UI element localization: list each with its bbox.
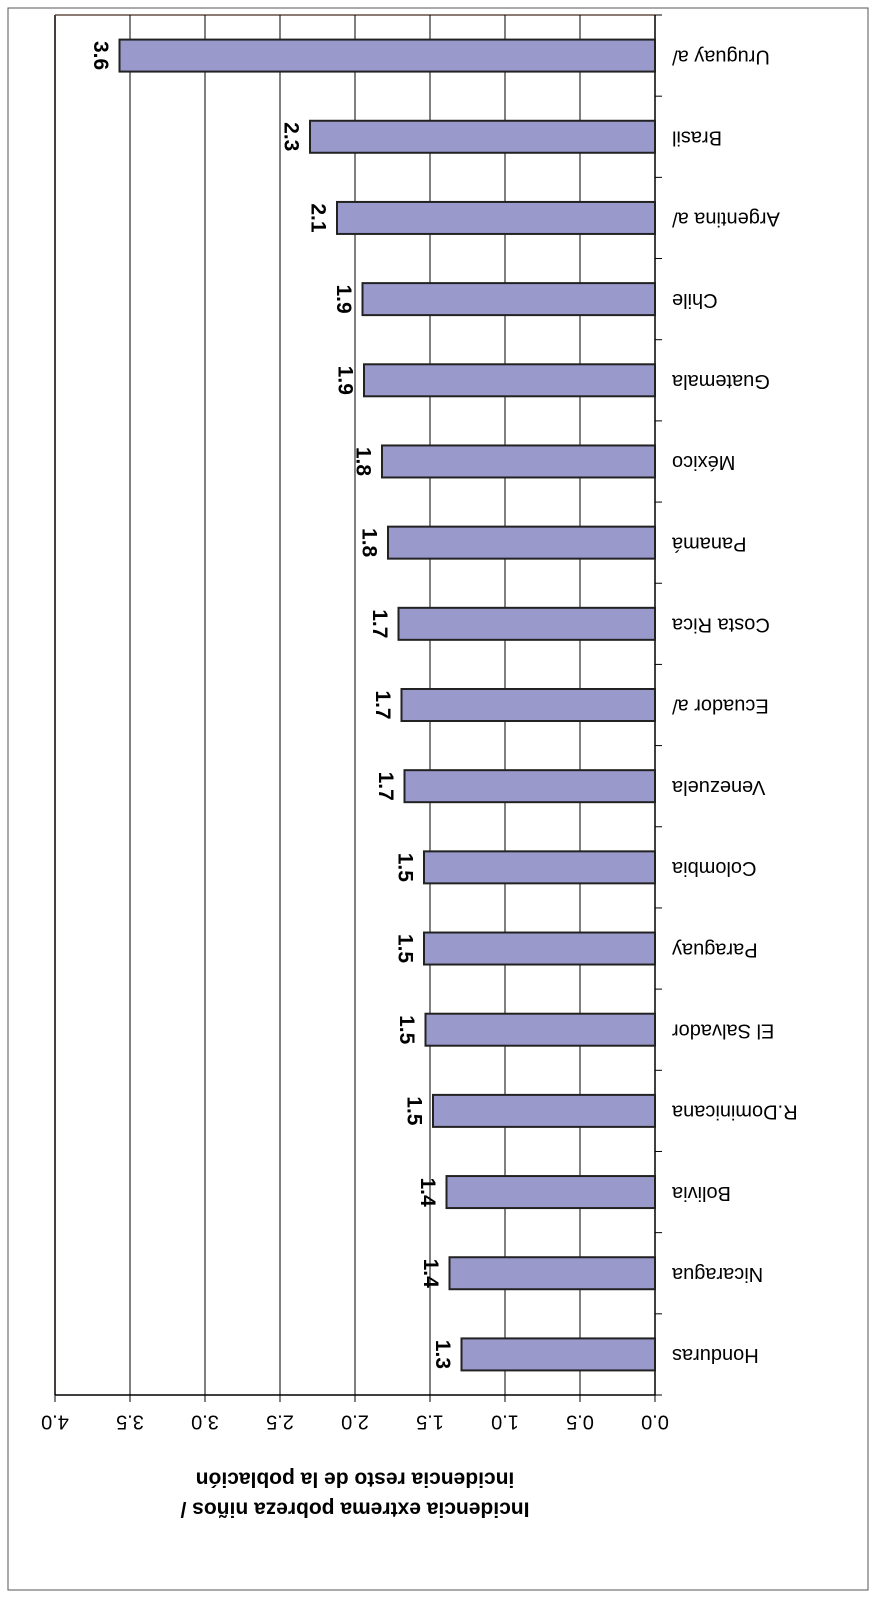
bar bbox=[460, 1337, 656, 1372]
y-tick-label: 4.0 bbox=[41, 1411, 69, 1433]
axis-title: incidencia resto de la población bbox=[196, 1467, 515, 1490]
bar bbox=[336, 200, 656, 235]
y-tick-label: 3.5 bbox=[116, 1411, 144, 1433]
x-tick-label: El Salvador bbox=[672, 1019, 775, 1041]
bar bbox=[400, 688, 656, 722]
x-tick-label: Uruguay a/ bbox=[672, 45, 770, 67]
x-tick-label: R.Dominicana bbox=[671, 1101, 797, 1123]
axis-title: Incidencia extrema pobreza niños / bbox=[180, 1497, 529, 1520]
data-label: 1.5 bbox=[393, 853, 416, 883]
data-label: 1.3 bbox=[431, 1340, 454, 1369]
bar bbox=[363, 363, 656, 398]
x-tick-label: Ecuador a/ bbox=[672, 695, 769, 717]
y-tick-label: 1.0 bbox=[491, 1411, 519, 1433]
bar bbox=[445, 1175, 656, 1210]
y-tick-label: 0.0 bbox=[641, 1411, 669, 1433]
data-label: 1.8 bbox=[357, 528, 380, 558]
data-label: 1.9 bbox=[332, 285, 355, 314]
bar bbox=[432, 1093, 656, 1128]
data-label: 1.8 bbox=[351, 447, 374, 477]
x-tick-label: Chile bbox=[672, 289, 718, 311]
bar bbox=[423, 850, 656, 885]
x-tick-label: Bolivia bbox=[671, 1182, 731, 1204]
bar bbox=[423, 931, 656, 966]
bar bbox=[361, 282, 656, 317]
x-tick-label: Panamá bbox=[671, 532, 746, 554]
data-label: 1.7 bbox=[374, 772, 397, 801]
y-tick-label: 3.0 bbox=[191, 1411, 219, 1433]
data-label: 3.6 bbox=[89, 41, 112, 70]
y-tick-label: 1.5 bbox=[416, 1411, 444, 1433]
x-tick-label: Colombia bbox=[671, 857, 756, 879]
data-label: 2.3 bbox=[279, 122, 302, 151]
bar bbox=[381, 444, 656, 479]
data-label: 1.5 bbox=[402, 1096, 425, 1126]
frame bbox=[7, 7, 869, 1591]
data-label: 1.5 bbox=[393, 934, 416, 964]
data-label: 1.4 bbox=[416, 1177, 439, 1207]
y-tick-label: 2.5 bbox=[266, 1411, 294, 1433]
data-label: 1.7 bbox=[368, 609, 391, 638]
data-label: 1.7 bbox=[371, 690, 394, 719]
y-tick-label: 0.5 bbox=[566, 1411, 594, 1433]
x-tick-label: Argentina a/ bbox=[672, 208, 780, 230]
x-tick-label: Paraguay bbox=[672, 938, 758, 960]
bar bbox=[403, 769, 656, 804]
x-tick-label: Nicaragua bbox=[671, 1263, 763, 1285]
x-tick-label: Venezuela bbox=[671, 776, 765, 798]
bar bbox=[387, 525, 656, 560]
data-label: 1.9 bbox=[333, 366, 356, 395]
data-label: 1.4 bbox=[419, 1259, 442, 1289]
bar bbox=[424, 1012, 656, 1047]
bar bbox=[118, 38, 656, 73]
x-tick-label: Honduras bbox=[672, 1344, 759, 1366]
bar bbox=[309, 119, 656, 154]
x-tick-label: Guatemala bbox=[671, 370, 770, 392]
data-label: 1.5 bbox=[395, 1015, 418, 1045]
bar bbox=[448, 1256, 656, 1291]
y-tick-label: 2.0 bbox=[341, 1411, 369, 1433]
data-label: 2.1 bbox=[306, 203, 329, 233]
x-tick-label: México bbox=[672, 451, 735, 473]
x-tick-label: Costa Rica bbox=[671, 614, 770, 636]
bar bbox=[397, 606, 656, 641]
x-tick-label: Brasil bbox=[672, 126, 722, 148]
